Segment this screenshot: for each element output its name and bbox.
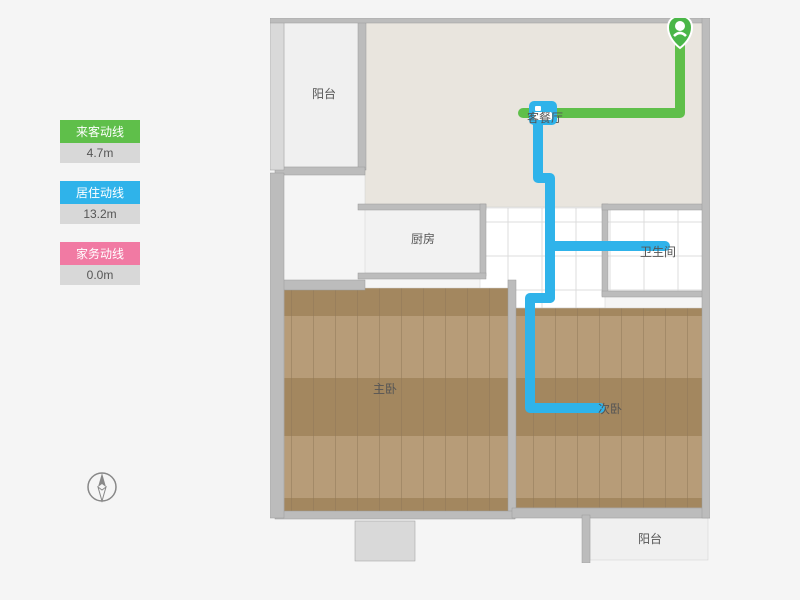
legend-item-chores: 家务动线 0.0m (60, 242, 140, 285)
room-label-bath: 卫生间 (640, 245, 676, 259)
wall (358, 273, 486, 279)
room-label-master: 主卧 (373, 382, 397, 396)
room-label-second: 次卧 (598, 402, 622, 416)
legend-item-living: 居住动线 13.2m (60, 181, 140, 224)
legend-label-chores: 家务动线 (60, 242, 140, 265)
room-label-balcony2: 阳台 (638, 531, 662, 546)
floorplan: 客餐厅阳台厨房卫生间主卧次卧阳台 (270, 18, 710, 563)
compass-icon (85, 470, 119, 504)
wall (275, 280, 365, 290)
room-label-living: 客餐厅 (527, 110, 563, 125)
room-label-kitchen: 厨房 (411, 231, 435, 246)
room-label-balcony1: 阳台 (312, 86, 336, 101)
wall (480, 204, 486, 276)
wall (270, 18, 710, 23)
legend-value-living: 13.2m (60, 204, 140, 224)
legend-label-living: 居住动线 (60, 181, 140, 204)
legend-item-guest: 来客动线 4.7m (60, 120, 140, 163)
wall (355, 521, 415, 561)
marker-head (675, 21, 685, 31)
legend-value-chores: 0.0m (60, 265, 140, 285)
wall (702, 18, 710, 518)
wall (602, 291, 708, 297)
legend-value-guest: 4.7m (60, 143, 140, 163)
wall (512, 508, 710, 518)
wall (275, 511, 515, 519)
legend-label-guest: 来客动线 (60, 120, 140, 143)
room-master (284, 288, 510, 513)
wall (582, 515, 590, 563)
legend: 来客动线 4.7m 居住动线 13.2m 家务动线 0.0m (60, 120, 140, 303)
wall (275, 167, 365, 175)
wall (270, 18, 284, 170)
wall (508, 280, 516, 518)
wall (358, 18, 366, 170)
wall (270, 173, 284, 518)
wall (358, 204, 486, 210)
wall (602, 204, 708, 210)
